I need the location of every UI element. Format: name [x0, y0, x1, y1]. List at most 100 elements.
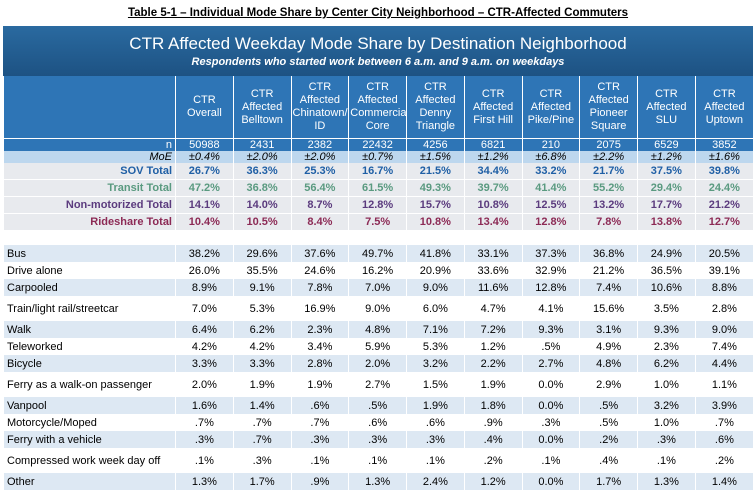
spacer-cell — [464, 230, 522, 245]
cell: 5.9% — [348, 338, 407, 355]
cell: 21.5% — [406, 163, 465, 180]
cell: ±2.2% — [579, 151, 638, 163]
cell: 3.3% — [175, 355, 234, 372]
caption: Table 5-1 – Individual Mode Share by Cen… — [127, 7, 629, 19]
row-label: SOV Total — [3, 163, 176, 180]
row-label: MoE — [3, 151, 176, 163]
row-label: n — [3, 138, 176, 151]
cell: .3% — [232, 448, 291, 473]
cell: 9.0% — [694, 321, 753, 338]
cell: .5% — [521, 338, 580, 355]
cell: 1.8% — [463, 397, 522, 414]
cell: .1% — [406, 448, 465, 473]
column-header: CTR Affected First Hill — [463, 76, 522, 139]
spacer-cell — [3, 230, 176, 245]
row-label: Rideshare Total — [3, 213, 176, 231]
cell: 12.8% — [521, 213, 580, 231]
cell: 0.0% — [521, 372, 580, 397]
cell: .4% — [579, 448, 638, 473]
moe-row: MoE ±0.4% ±2.0% ±2.0% ±0.7% ±1.5% ±1.2% ±6.8% ±2… — [3, 151, 753, 163]
cell: .2% — [694, 448, 753, 473]
cell: 2.3% — [637, 338, 696, 355]
cell: 33.2% — [521, 163, 580, 180]
cell: .3% — [175, 431, 234, 448]
cell: 13.8% — [637, 213, 696, 231]
cell: ±1.2% — [637, 151, 696, 163]
cell: 1.3% — [175, 473, 234, 490]
cell: 2431 — [232, 138, 291, 151]
cell: 24.6% — [290, 262, 349, 279]
cell: 3.5% — [637, 296, 696, 321]
cell: 21.2% — [579, 262, 638, 279]
cell: 38.2% — [175, 245, 234, 262]
cell: 2.2% — [463, 355, 522, 372]
column-header: CTR Affected Denny Triangle — [406, 76, 465, 139]
cell: 22432 — [348, 138, 407, 151]
cell: 33.1% — [463, 245, 522, 262]
cell: 3.2% — [406, 355, 465, 372]
row-label: Other — [3, 473, 176, 490]
cell: 1.5% — [406, 372, 465, 397]
cell: .9% — [463, 414, 522, 431]
cell: .3% — [637, 431, 696, 448]
cell: .5% — [579, 397, 638, 414]
summary-row: Transit Total 47.2% 36.8% 56.4% 61.5% 49.3% 39… — [3, 179, 753, 197]
cell: 2.0% — [175, 372, 234, 397]
cell: 3.4% — [290, 338, 349, 355]
cell: 1.9% — [290, 372, 349, 397]
cell: 10.8% — [406, 213, 465, 231]
row-label: Train/light rail/streetcar — [3, 296, 176, 321]
cell: 5.3% — [232, 296, 291, 321]
detail-row: Other 1.3% 1.7% .9% 1.3% 2.4% 1.2% 0.0% 1.7% 1.3%… — [3, 473, 753, 490]
cell: 50988 — [175, 138, 234, 151]
cell: .1% — [348, 448, 407, 473]
cell: 4.2% — [175, 338, 234, 355]
cell: .2% — [463, 448, 522, 473]
detail-row: Teleworked 4.2% 4.2% 3.4% 5.9% 5.3% 1.2% .5% 4.9… — [3, 338, 753, 355]
cell: 41.4% — [521, 179, 580, 197]
cell: 12.8% — [348, 196, 407, 214]
cell: 39.8% — [694, 163, 753, 180]
cell: 1.0% — [637, 414, 696, 431]
cell: 12.5% — [521, 196, 580, 214]
cell: 1.1% — [694, 372, 753, 397]
cell: 3.3% — [232, 355, 291, 372]
cell: 4.1% — [521, 296, 580, 321]
cell: 1.2% — [463, 338, 522, 355]
cell: 39.7% — [463, 179, 522, 197]
cell: 25.3% — [290, 163, 349, 180]
cell: 2382 — [290, 138, 349, 151]
cell: 8.8% — [694, 279, 753, 296]
cell: .7% — [232, 414, 291, 431]
cell: 39.1% — [694, 262, 753, 279]
cell: .7% — [232, 431, 291, 448]
column-header: CTR Affected Belltown — [232, 76, 291, 139]
spacer-cell — [522, 230, 580, 245]
cell: .4% — [463, 431, 522, 448]
cell: 2.9% — [579, 372, 638, 397]
column-header: CTR Affected Commercial Core — [348, 76, 407, 139]
row-label: Teleworked — [3, 338, 176, 355]
cell: 9.0% — [348, 296, 407, 321]
cell: 16.7% — [348, 163, 407, 180]
cell: 10.8% — [463, 196, 522, 214]
column-header: CTR Overall — [175, 76, 234, 139]
summary-row: Rideshare Total 10.4% 10.5% 8.4% 7.5% 10.8% 13… — [3, 213, 753, 231]
spacer-cell — [291, 230, 349, 245]
cell: 4.4% — [694, 355, 753, 372]
cell: 9.1% — [232, 279, 291, 296]
row-label: Transit Total — [3, 179, 176, 197]
cell: 7.4% — [579, 279, 638, 296]
cell: 9.3% — [637, 321, 696, 338]
cell: 1.3% — [348, 473, 407, 490]
cell: 34.4% — [463, 163, 522, 180]
cell: 8.7% — [290, 196, 349, 214]
cell: 32.9% — [521, 262, 580, 279]
spacer-cell — [348, 230, 407, 245]
cell: 7.0% — [175, 296, 234, 321]
cell: 36.3% — [232, 163, 291, 180]
detail-row: Bicycle 3.3% 3.3% 2.8% 2.0% 3.2% 2.2% 2.7% 4.8% 6… — [3, 355, 753, 372]
cell: 1.0% — [637, 372, 696, 397]
cell: 36.8% — [579, 245, 638, 262]
cell: 1.3% — [637, 473, 696, 490]
